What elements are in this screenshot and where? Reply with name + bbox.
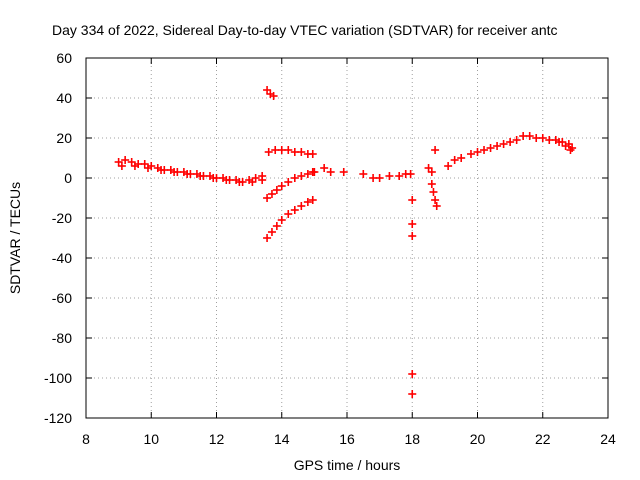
data-point <box>408 370 417 378</box>
data-point <box>466 150 475 158</box>
y-tick-label: -60 <box>52 290 72 306</box>
y-tick-label: -40 <box>52 250 72 266</box>
data-point <box>320 164 329 172</box>
data-point <box>183 170 192 178</box>
chart-title: Day 334 of 2022, Sidereal Day-to-day VTE… <box>52 22 558 38</box>
data-point <box>480 146 489 154</box>
y-tick-label: 40 <box>56 90 72 106</box>
data-point <box>432 202 441 210</box>
y-tick-labels: 60 40 20 0 -20 -40 -60 -80 -100 -120 <box>44 50 72 426</box>
data-point <box>284 146 293 154</box>
data-point <box>308 196 317 204</box>
data-point <box>326 168 335 176</box>
y-tick-label: 0 <box>64 170 72 186</box>
data-point <box>512 136 521 144</box>
data-point <box>170 168 179 176</box>
grid-lines <box>86 58 608 418</box>
data-point <box>143 164 152 172</box>
x-tick-label: 10 <box>143 431 159 447</box>
data-point <box>339 168 348 176</box>
data-point <box>506 138 515 146</box>
data-point <box>431 146 440 154</box>
data-point <box>450 156 459 164</box>
y-tick-label: -120 <box>44 410 72 426</box>
data-point <box>457 154 466 162</box>
data-point <box>566 146 575 154</box>
x-tick-label: 14 <box>274 431 290 447</box>
data-point <box>263 194 272 202</box>
axis-ticks <box>85 57 609 419</box>
data-point <box>196 172 205 180</box>
data-point <box>297 202 306 210</box>
data-point <box>499 140 508 148</box>
data-point <box>406 170 415 178</box>
x-tick-label: 8 <box>82 431 90 447</box>
data-point <box>272 222 281 230</box>
data-point <box>561 142 570 150</box>
data-point <box>235 178 244 186</box>
data-point <box>264 148 273 156</box>
x-tick-label: 20 <box>470 431 486 447</box>
x-tick-label: 12 <box>209 431 225 447</box>
data-point <box>408 220 417 228</box>
data-point <box>277 182 286 190</box>
data-point <box>429 188 438 196</box>
data-point <box>130 162 139 170</box>
data-point <box>269 92 278 100</box>
data-point <box>290 206 299 214</box>
data-point <box>297 172 306 180</box>
data-point <box>272 186 281 194</box>
data-point <box>538 134 547 142</box>
data-point <box>310 168 319 176</box>
data-point <box>427 168 436 176</box>
y-tick-label: -100 <box>44 370 72 386</box>
data-point <box>408 232 417 240</box>
data-point <box>444 162 453 170</box>
data-point <box>408 196 417 204</box>
data-point <box>385 172 394 180</box>
x-tick-label: 18 <box>404 431 420 447</box>
y-tick-label: -20 <box>52 210 72 226</box>
data-point <box>277 216 286 224</box>
data-point <box>117 162 126 170</box>
x-tick-label: 22 <box>535 431 551 447</box>
data-point <box>290 174 299 182</box>
y-tick-label: 20 <box>56 130 72 146</box>
y-tick-label: 60 <box>56 50 72 66</box>
data-point <box>303 170 312 178</box>
data-point <box>493 142 502 150</box>
data-points <box>114 86 577 398</box>
data-point <box>267 228 276 236</box>
data-point <box>222 176 231 184</box>
data-point <box>427 180 436 188</box>
x-tick-label: 24 <box>600 431 616 447</box>
data-point <box>431 196 440 204</box>
data-point <box>486 144 495 152</box>
data-point <box>473 148 482 156</box>
data-point <box>258 176 267 184</box>
data-point <box>297 148 306 156</box>
y-tick-label: -80 <box>52 330 72 346</box>
data-point <box>267 190 276 198</box>
data-point <box>209 174 218 182</box>
data-point <box>284 178 293 186</box>
data-point <box>555 138 564 146</box>
data-point <box>121 156 130 164</box>
data-point <box>525 132 534 140</box>
data-point <box>308 150 317 158</box>
data-point <box>303 198 312 206</box>
data-point <box>375 174 384 182</box>
x-axis-label: GPS time / hours <box>294 457 401 473</box>
data-point <box>263 234 272 242</box>
x-tick-labels: 8 10 12 14 16 18 20 22 24 <box>82 431 616 447</box>
x-tick-label: 16 <box>339 431 355 447</box>
data-point <box>248 178 257 186</box>
y-axis-label: SDTVAR / TECUs <box>7 182 23 294</box>
data-point <box>359 170 368 178</box>
data-point <box>408 390 417 398</box>
data-point <box>284 210 293 218</box>
data-point <box>395 172 404 180</box>
data-point <box>157 166 166 174</box>
